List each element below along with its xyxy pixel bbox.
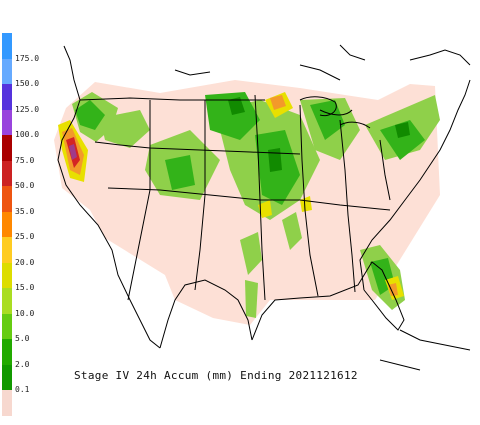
legend-tick-label: 125.0 xyxy=(15,104,40,114)
precip-heavy xyxy=(58,92,404,300)
legend-swatch xyxy=(2,186,12,213)
legend-swatch xyxy=(2,109,12,136)
legend-tick-label: 20.0 xyxy=(15,257,35,267)
legend-tick-label: 35.0 xyxy=(15,206,35,216)
legend-tick-label: 150.0 xyxy=(15,79,40,89)
legend-tick-label: 50.0 xyxy=(15,181,35,191)
legend-tick-label: 15.0 xyxy=(15,283,35,293)
legend-tick-label: 175.0 xyxy=(15,53,40,63)
legend-swatch xyxy=(2,237,12,264)
legend-swatch xyxy=(2,33,12,59)
legend-swatch xyxy=(2,339,12,366)
legend-swatch xyxy=(2,313,12,340)
legend-swatch xyxy=(2,211,12,238)
legend-swatch xyxy=(2,288,12,315)
legend-swatch xyxy=(2,58,12,85)
legend-swatch xyxy=(2,262,12,289)
map-caption: Stage IV 24h Accum (mm) Ending 202112161… xyxy=(74,369,358,382)
legend-tick-label: 10.0 xyxy=(15,308,35,318)
legend-swatch xyxy=(2,84,12,111)
legend-tick-label: 75.0 xyxy=(15,155,35,165)
legend-tick-label: 2.0 xyxy=(15,359,30,369)
geographic-outlines xyxy=(57,44,471,371)
legend-swatch xyxy=(2,135,12,162)
legend-tick-label: 0.1 xyxy=(15,385,30,395)
legend-tick-label: 5.0 xyxy=(15,334,30,344)
legend-swatch xyxy=(2,390,12,417)
precip-legend xyxy=(2,33,12,417)
legend-tick-label: 25.0 xyxy=(15,232,35,242)
legend-tick-label: 100.0 xyxy=(15,130,40,140)
legend-swatch xyxy=(2,160,12,187)
precip-dark xyxy=(228,97,410,172)
legend-swatch xyxy=(2,364,12,391)
